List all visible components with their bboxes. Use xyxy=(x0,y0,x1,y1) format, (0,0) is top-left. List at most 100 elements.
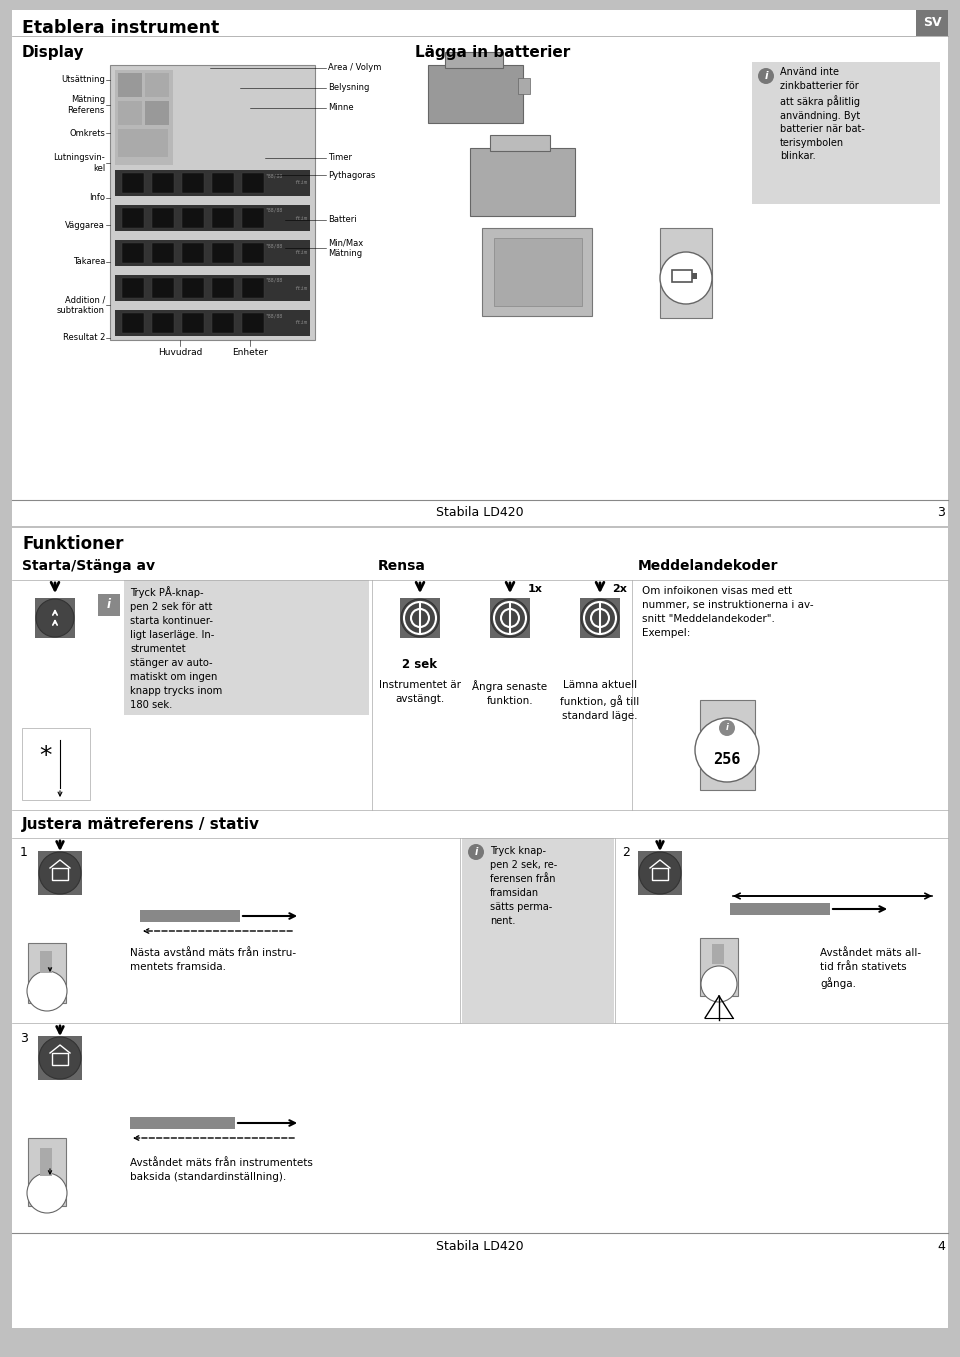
Text: "88/88: "88/88 xyxy=(266,208,283,213)
Bar xyxy=(470,148,575,216)
Bar xyxy=(700,938,738,996)
Bar xyxy=(212,278,234,299)
Bar xyxy=(462,839,614,1023)
Text: 4: 4 xyxy=(937,1240,945,1254)
Bar xyxy=(124,579,369,715)
Bar xyxy=(12,1023,948,1234)
Bar xyxy=(145,73,169,96)
Text: ftim: ftim xyxy=(294,180,307,186)
Text: 256: 256 xyxy=(713,753,741,768)
Text: Justera mätreferens / stativ: Justera mätreferens / stativ xyxy=(22,817,260,832)
Bar xyxy=(110,65,315,341)
Text: Area / Volym: Area / Volym xyxy=(328,64,381,72)
Text: ftim: ftim xyxy=(294,285,307,290)
Circle shape xyxy=(36,598,74,636)
Circle shape xyxy=(695,718,759,782)
Bar xyxy=(916,9,948,37)
Text: Meddelandekoder: Meddelandekoder xyxy=(638,559,779,573)
Circle shape xyxy=(401,598,439,636)
Bar xyxy=(152,313,174,332)
Bar xyxy=(652,868,668,879)
Text: "88/88: "88/88 xyxy=(266,243,283,248)
Text: Huvudrad: Huvudrad xyxy=(157,347,203,357)
Bar xyxy=(152,243,174,263)
Bar xyxy=(152,278,174,299)
Circle shape xyxy=(660,252,712,304)
Bar xyxy=(115,309,310,337)
Text: Funktioner: Funktioner xyxy=(22,535,124,554)
Text: Resultat 2: Resultat 2 xyxy=(62,334,105,342)
Circle shape xyxy=(639,852,681,894)
Bar xyxy=(212,313,234,332)
Text: Om infoikonen visas med ett
nummer, se instruktionerna i av-
snitt "Meddelandeko: Om infoikonen visas med ett nummer, se i… xyxy=(642,586,814,638)
Circle shape xyxy=(39,852,81,894)
Text: Avståndet mäts från instrumentets
baksida (standardinställning).: Avståndet mäts från instrumentets baksid… xyxy=(130,1158,313,1182)
Text: Mätning
Referens: Mätning Referens xyxy=(67,95,105,115)
Text: *: * xyxy=(38,744,51,768)
Text: Ångra senaste
funktion.: Ångra senaste funktion. xyxy=(472,680,547,706)
Bar xyxy=(482,228,592,316)
Bar xyxy=(130,1117,235,1129)
Text: Minne: Minne xyxy=(328,103,353,113)
Bar xyxy=(212,172,234,193)
Bar xyxy=(212,208,234,228)
Text: Min/Max
Mätning: Min/Max Mätning xyxy=(328,239,363,258)
Bar xyxy=(672,270,692,282)
Text: Rensa: Rensa xyxy=(378,559,426,573)
Bar xyxy=(490,598,530,638)
Text: Display: Display xyxy=(22,45,84,60)
Text: "88/88: "88/88 xyxy=(266,172,283,178)
Text: Nästa avstånd mäts från instru-
mentets framsida.: Nästa avstånd mäts från instru- mentets … xyxy=(130,949,296,972)
Circle shape xyxy=(39,1037,81,1079)
Bar xyxy=(712,944,724,963)
Text: Lägga in batterier: Lägga in batterier xyxy=(415,45,570,60)
Bar xyxy=(12,528,948,1329)
Bar xyxy=(98,594,120,616)
Bar xyxy=(52,868,68,879)
Bar xyxy=(38,851,82,896)
Bar xyxy=(115,71,173,166)
Text: Starta/Stänga av: Starta/Stänga av xyxy=(22,559,155,573)
Bar xyxy=(12,810,948,839)
Bar xyxy=(752,62,940,204)
Bar xyxy=(35,598,75,638)
Bar xyxy=(242,172,264,193)
Text: Tryck PÅ-knap-
pen 2 sek för att
starta kontinuer-
ligt laserläge. In-
strumente: Tryck PÅ-knap- pen 2 sek för att starta … xyxy=(130,586,223,710)
Text: ftim: ftim xyxy=(294,251,307,255)
Bar xyxy=(52,1053,68,1065)
Circle shape xyxy=(701,966,737,1001)
Bar xyxy=(242,313,264,332)
Text: "88/88: "88/88 xyxy=(266,278,283,284)
Bar xyxy=(115,240,310,266)
Circle shape xyxy=(27,972,67,1011)
Text: Instrumentet är
avstängt.: Instrumentet är avstängt. xyxy=(379,680,461,704)
Text: Batteri: Batteri xyxy=(328,216,356,224)
Bar xyxy=(445,52,503,68)
Text: 3: 3 xyxy=(937,506,945,520)
Bar xyxy=(182,313,204,332)
Bar xyxy=(428,65,523,123)
Text: Lämna aktuell
funktion, gå till
standard läge.: Lämna aktuell funktion, gå till standard… xyxy=(561,680,639,721)
Bar xyxy=(122,278,144,299)
Bar xyxy=(182,208,204,228)
Bar xyxy=(118,100,142,125)
Bar xyxy=(122,172,144,193)
Text: 2x: 2x xyxy=(612,584,628,594)
Text: Utsättning: Utsättning xyxy=(61,76,105,84)
Bar xyxy=(122,243,144,263)
Bar xyxy=(638,851,682,896)
Bar xyxy=(115,275,310,301)
Text: i: i xyxy=(474,847,478,858)
Text: ftim: ftim xyxy=(294,216,307,220)
Text: 1: 1 xyxy=(20,847,28,859)
Bar xyxy=(12,839,948,1023)
Bar xyxy=(122,313,144,332)
Bar xyxy=(182,172,204,193)
Bar xyxy=(182,243,204,263)
Bar xyxy=(152,208,174,228)
Bar xyxy=(700,700,755,790)
Text: Pythagoras: Pythagoras xyxy=(328,171,375,179)
Text: 2 sek: 2 sek xyxy=(402,658,438,672)
Text: i: i xyxy=(764,71,768,81)
Text: Etablera instrument: Etablera instrument xyxy=(22,19,219,37)
